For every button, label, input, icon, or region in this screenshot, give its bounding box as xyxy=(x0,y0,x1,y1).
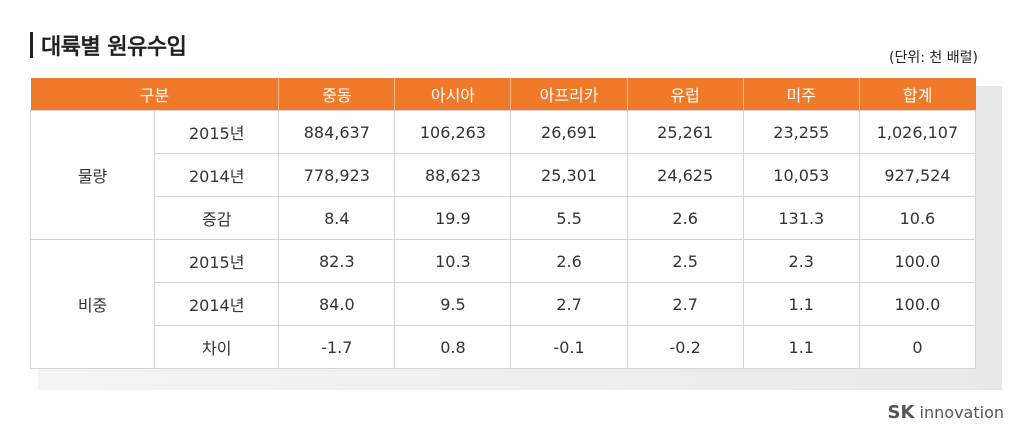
row-label: 차이 xyxy=(154,325,280,369)
table-row: 2014년 778,923 88,623 25,301 24,625 10,05… xyxy=(31,153,977,197)
row-label: 2014년 xyxy=(154,282,280,326)
table-cell: 25,261 xyxy=(626,110,744,154)
table-cell: 0.8 xyxy=(394,325,512,369)
table-cell: 0 xyxy=(858,325,977,369)
table-cell: 100.0 xyxy=(858,282,977,326)
table-cell: 8.4 xyxy=(278,196,396,240)
header-africa: 아프리카 xyxy=(510,78,628,111)
table-cell: 10,053 xyxy=(742,153,860,197)
header-americas: 미주 xyxy=(742,78,860,111)
row-label: 2015년 xyxy=(154,239,280,283)
header-europe: 유럽 xyxy=(626,78,744,111)
table-cell: 1.1 xyxy=(742,325,860,369)
table-cell: 927,524 xyxy=(858,153,977,197)
table-cell: 1,026,107 xyxy=(858,110,977,154)
table-cell: 5.5 xyxy=(510,196,628,240)
table-cell: 10.3 xyxy=(394,239,512,283)
table-cell: 9.5 xyxy=(394,282,512,326)
header-total: 합계 xyxy=(858,78,976,111)
table-cell: 24,625 xyxy=(626,153,744,197)
import-table: 구분 중동 아시아 아프리카 유럽 미주 합계 물량 2015년 884,637… xyxy=(29,78,977,369)
row-label: 2015년 xyxy=(154,110,280,154)
table-cell: -1.7 xyxy=(278,325,396,369)
table-cell: 1.1 xyxy=(742,282,860,326)
title-accent-bar xyxy=(30,32,33,58)
table-cell: 2.7 xyxy=(510,282,628,326)
table-cell: 106,263 xyxy=(394,110,512,154)
table-cell: 2.5 xyxy=(626,239,744,283)
table-cell: 2.7 xyxy=(626,282,744,326)
header-category: 구분 xyxy=(30,78,279,111)
table-cell: -0.2 xyxy=(626,325,744,369)
table-cell: 19.9 xyxy=(394,196,512,240)
table-cell: 884,637 xyxy=(278,110,396,154)
logo-text: innovation xyxy=(914,403,1004,422)
header-middle-east: 중동 xyxy=(278,78,395,111)
group-label-volume: 물량 xyxy=(29,110,156,240)
table-cell: 100.0 xyxy=(858,239,977,283)
table-row: 물량 2015년 884,637 106,263 26,691 25,261 2… xyxy=(29,110,977,240)
table-cell: 2.6 xyxy=(510,239,628,283)
table-row: 2014년 84.0 9.5 2.7 2.7 1.1 100.0 xyxy=(31,282,977,326)
table-cell: 88,623 xyxy=(394,153,512,197)
table-cell: 2.6 xyxy=(626,196,744,240)
table-cell: 82.3 xyxy=(278,239,396,283)
table-row: 비중 2015년 82.3 10.3 2.6 2.5 2.3 100.0 xyxy=(29,239,977,369)
table-cell: 10.6 xyxy=(858,196,977,240)
table-cell: 131.3 xyxy=(742,196,860,240)
page-title: 대륙별 원유수입 xyxy=(41,35,187,60)
row-label: 2014년 xyxy=(154,153,280,197)
header-row: 구분 중동 아시아 아프리카 유럽 미주 합계 xyxy=(30,78,976,111)
row-label: 증감 xyxy=(154,196,280,240)
logo-mark: SK xyxy=(887,402,915,423)
table-cell: 26,691 xyxy=(510,110,628,154)
table-cell: 25,301 xyxy=(510,153,628,197)
title-block: 대륙별 원유수입 xyxy=(30,30,187,60)
unit-label: (단위: 천 배럴) xyxy=(889,50,978,66)
table-row: 증감 8.4 19.9 5.5 2.6 131.3 10.6 xyxy=(31,196,977,240)
table-row: 차이 -1.7 0.8 -0.1 -0.2 1.1 0 xyxy=(31,325,977,369)
table-cell: 2.3 xyxy=(742,239,860,283)
sk-innovation-logo: SK innovation xyxy=(888,402,1004,423)
group-label-share: 비중 xyxy=(29,239,156,369)
table-cell: 23,255 xyxy=(742,110,860,154)
table-cell: 778,923 xyxy=(278,153,396,197)
header-asia: 아시아 xyxy=(394,78,511,111)
table-cell: -0.1 xyxy=(510,325,628,369)
table-cell: 84.0 xyxy=(278,282,396,326)
